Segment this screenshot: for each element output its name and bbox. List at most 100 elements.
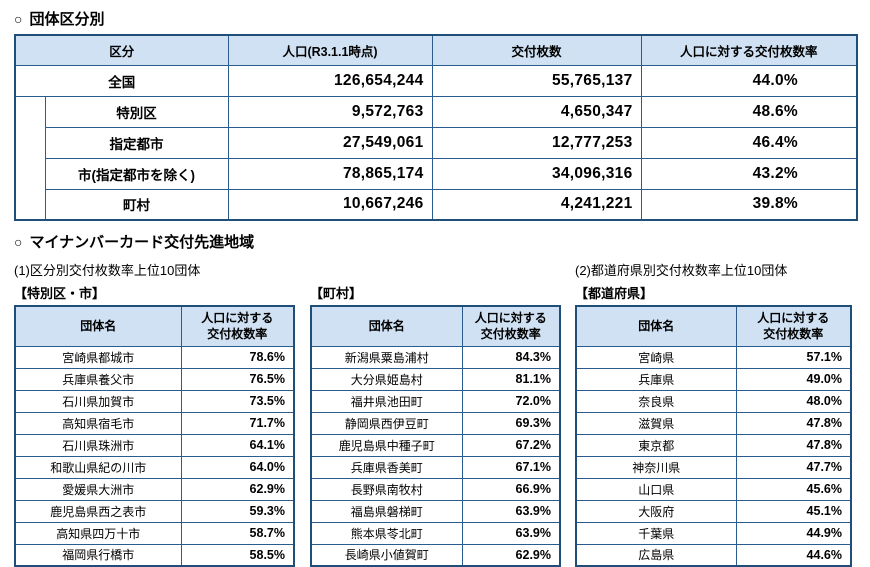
town-table-group: 【町村】 団体名 人口に対する 交付枚数率 新潟県粟島浦村 84.3% 大分県姫島村… <box>310 283 561 567</box>
ranking-row: 大阪府 45.1% <box>575 499 852 523</box>
rate-value: 45.6% <box>735 477 852 501</box>
table-row-shi: 市(指定都市を除く) 78,865,174 34,096,316 43.2% <box>15 157 858 190</box>
circle-marker: ○ <box>14 10 23 27</box>
ranking-row: 長崎県小値賀町 62.9% <box>310 543 561 567</box>
ranking-row: 静岡県西伊豆町 69.3% <box>310 411 561 435</box>
rate-header: 人口に対する 交付枚数率 <box>180 305 295 347</box>
rate-value: 63.9% <box>461 499 561 523</box>
ranking-row: 大分県姫島村 81.1% <box>310 367 561 391</box>
org-name: 東京都 <box>575 433 737 457</box>
population-cell: 27,549,061 <box>227 126 433 159</box>
issued-cell: 55,765,137 <box>431 64 642 97</box>
section2-title-text: マイナンバーカード交付先進地域 <box>29 234 255 251</box>
col-header-rate: 人口に対する交付枚数率 <box>640 34 858 66</box>
ranking-row: 兵庫県香美町 67.1% <box>310 455 561 479</box>
org-name-header: 団体名 <box>575 305 737 347</box>
ranking-row: 高知県宿毛市 71.7% <box>14 411 295 435</box>
issued-cell: 4,241,221 <box>431 188 642 221</box>
rate-value: 49.0% <box>735 367 852 391</box>
org-name: 静岡県西伊豆町 <box>310 411 463 435</box>
ranking-row: 鹿児島県中種子町 67.2% <box>310 433 561 457</box>
rate-cell: 48.6% <box>640 95 858 128</box>
table-row-tokubetsuku: 特別区 9,572,763 4,650,347 48.6% <box>14 95 858 221</box>
rate-value: 71.7% <box>180 411 295 435</box>
rate-value: 57.1% <box>735 345 852 369</box>
org-name: 和歌山県紀の川市 <box>14 455 182 479</box>
org-name: 福井県池田町 <box>310 389 463 413</box>
ranking-row: 高知県四万十市 58.7% <box>14 521 295 545</box>
rate-value: 84.3% <box>461 345 561 369</box>
table-row-zenkoku: 全国 126,654,244 55,765,137 44.0% <box>14 64 858 97</box>
rate-cell: 43.2% <box>640 157 858 190</box>
table-row-shiteitoshi: 指定都市 27,549,061 12,777,253 46.4% <box>15 126 858 159</box>
rate-value: 44.9% <box>735 521 852 545</box>
label-choson: 【町村】 <box>310 286 363 301</box>
category-cell: 特別区 <box>44 95 229 128</box>
rate-cell: 46.4% <box>640 126 858 159</box>
ranking-row: 滋賀県 47.8% <box>575 411 852 435</box>
ranking-row: 鹿児島県西之表市 59.3% <box>14 499 295 523</box>
ranking-row: 熊本県苓北町 63.9% <box>310 521 561 545</box>
org-name: 広島県 <box>575 543 737 567</box>
org-name: 神奈川県 <box>575 455 737 479</box>
circle-marker: ○ <box>14 233 23 250</box>
rate-value: 69.3% <box>461 411 561 435</box>
ranking-row: 和歌山県紀の川市 64.0% <box>14 455 295 479</box>
rate-value: 48.0% <box>735 389 852 413</box>
rate-header: 人口に対する 交付枚数率 <box>461 305 561 347</box>
ranking-table-city: 団体名 人口に対する 交付枚数率 宮崎県都城市 78.6% 兵庫県養父市 76.5% 石… <box>14 305 295 567</box>
org-name: 兵庫県 <box>575 367 737 391</box>
ranking-table-prefecture-body: 宮崎県 57.1% 兵庫県 49.0% 奈良県 48.0% 滋賀県 47.8% 東京都 47.8%… <box>575 345 852 567</box>
rate-value: 47.7% <box>735 455 852 479</box>
org-name: 宮崎県都城市 <box>14 345 182 369</box>
org-name: 滋賀県 <box>575 411 737 435</box>
rate-value: 58.7% <box>180 521 295 545</box>
org-name-header: 団体名 <box>14 305 182 347</box>
ranking-row: 福島県磐梯町 63.9% <box>310 499 561 523</box>
rate-cell: 44.0% <box>640 64 858 97</box>
org-name: 愛媛県大洲市 <box>14 477 182 501</box>
ranking-table-city-body: 宮崎県都城市 78.6% 兵庫県養父市 76.5% 石川県加賀市 73.5% 高知県宿毛市 7… <box>14 345 295 567</box>
ranking-row: 宮崎県都城市 78.6% <box>14 345 295 369</box>
category-cell: 町村 <box>44 188 229 221</box>
col-header-category: 区分 <box>14 34 229 66</box>
rate-value: 67.1% <box>461 455 561 479</box>
rate-value: 78.6% <box>180 345 295 369</box>
ranking-right-block: (2)都道府県別交付枚数率上位10団体 【都道府県】 団体名 人口に対する 交付… <box>575 260 852 567</box>
section1-title: ○ 団体区分別 <box>14 8 856 29</box>
ranking-left-block: (1)区分別交付枚数率上位10団体 【特別区・市】 団体名 人口に対する 交付枚… <box>14 260 561 567</box>
ranking-row: 福岡県行橋市 58.5% <box>14 543 295 567</box>
org-name: 千葉県 <box>575 521 737 545</box>
section2-title: ○ マイナンバーカード交付先進地域 <box>14 231 856 252</box>
ranking-row: 宮崎県 57.1% <box>575 345 852 369</box>
org-name: 熊本県苓北町 <box>310 521 463 545</box>
subsection2-title: (2)都道府県別交付枚数率上位10団体 <box>575 263 788 278</box>
indent-cell <box>14 95 46 221</box>
ranking-row: 石川県加賀市 73.5% <box>14 389 295 413</box>
issued-cell: 34,096,316 <box>431 157 642 190</box>
org-name: 兵庫県養父市 <box>14 367 182 391</box>
org-name: 奈良県 <box>575 389 737 413</box>
org-name: 鹿児島県西之表市 <box>14 499 182 523</box>
category-cell: 全国 <box>14 64 229 97</box>
org-name: 宮崎県 <box>575 345 737 369</box>
ranking-row: 石川県珠洲市 64.1% <box>14 433 295 457</box>
rate-value: 64.0% <box>180 455 295 479</box>
issued-cell: 12,777,253 <box>431 126 642 159</box>
main-header-row: 区分 人口(R3.1.1時点) 交付枚数 人口に対する交付枚数率 <box>14 34 858 66</box>
rate-value: 44.6% <box>735 543 852 567</box>
label-tokubetsuku-shi: 【特別区・市】 <box>14 286 106 301</box>
org-name: 高知県宿毛市 <box>14 411 182 435</box>
org-name: 石川県加賀市 <box>14 389 182 413</box>
section1-title-text: 団体区分別 <box>29 11 105 28</box>
label-todofuken: 【都道府県】 <box>575 286 654 301</box>
ranking-table-prefecture: 団体名 人口に対する 交付枚数率 宮崎県 57.1% 兵庫県 49.0% 奈良県 48.0… <box>575 305 852 567</box>
org-name: 山口県 <box>575 477 737 501</box>
rate-value: 45.1% <box>735 499 852 523</box>
population-cell: 10,667,246 <box>227 188 433 221</box>
subsection1-title: (1)区分別交付枚数率上位10団体 <box>14 263 201 278</box>
population-cell: 78,865,174 <box>227 157 433 190</box>
ranking-row: 奈良県 48.0% <box>575 389 852 413</box>
issued-cell: 4,650,347 <box>431 95 642 128</box>
